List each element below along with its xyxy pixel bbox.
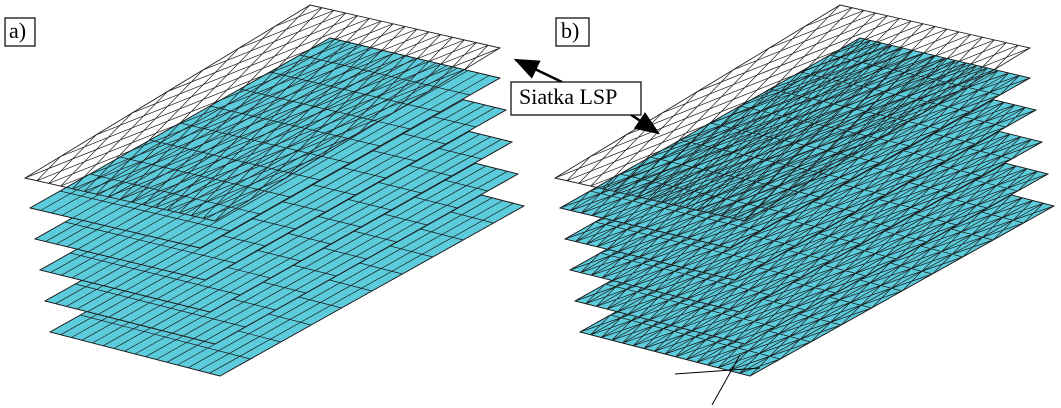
arrow	[516, 60, 562, 82]
figure: a) b) Siatka LSP	[0, 0, 1061, 408]
meshes	[25, 5, 1054, 376]
panel-label: a)	[9, 18, 26, 43]
callout-text: Siatka LSP	[519, 84, 617, 109]
panel-label: b)	[561, 18, 579, 43]
